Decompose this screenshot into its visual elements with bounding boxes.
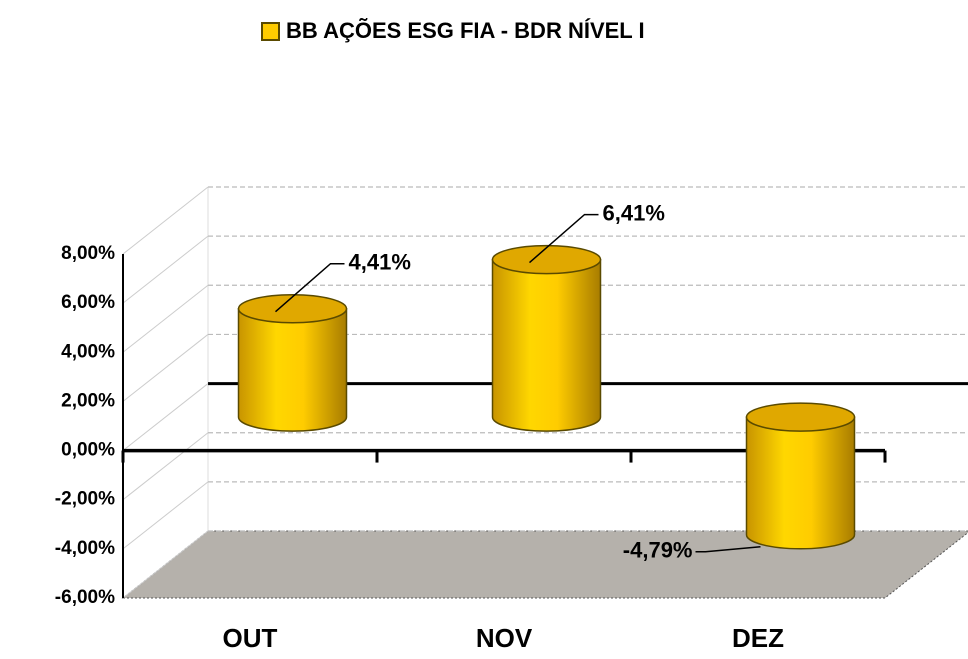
grid-side xyxy=(122,432,209,501)
legend-swatch xyxy=(261,22,280,41)
y-tick-label: 2,00% xyxy=(61,390,115,411)
bar-top xyxy=(237,293,348,324)
x-tick-label: NOV xyxy=(476,623,533,653)
leader-line xyxy=(695,546,761,553)
y-tick-label: -4,00% xyxy=(55,538,115,559)
leader-line xyxy=(529,213,599,264)
y-tick-label: -2,00% xyxy=(55,489,115,510)
bar-top xyxy=(745,402,856,432)
bar xyxy=(745,416,856,550)
value-label: 6,41% xyxy=(603,200,665,225)
grid-side xyxy=(122,481,209,550)
y-tick-label: 8,00% xyxy=(61,243,115,264)
bar-top xyxy=(491,244,602,275)
grid-side xyxy=(122,235,209,304)
leader-line xyxy=(275,262,345,313)
grid-side xyxy=(122,284,209,353)
y-tick-label: 6,00% xyxy=(61,292,115,313)
value-label: -4,79% xyxy=(623,538,693,563)
legend: BB AÇÕES ESG FIA - BDR NÍVEL I xyxy=(261,18,645,43)
y-tick-label: 4,00% xyxy=(61,341,115,362)
x-tick-label: OUT xyxy=(223,623,278,653)
value-label: 4,41% xyxy=(349,250,411,275)
y-tick-label: -6,00% xyxy=(55,587,115,608)
legend-label: BB AÇÕES ESG FIA - BDR NÍVEL I xyxy=(286,18,645,43)
y-tick-label: 0,00% xyxy=(61,440,115,461)
x-tick-label: DEZ xyxy=(732,623,784,653)
grid-side xyxy=(122,334,209,402)
bar xyxy=(491,258,602,432)
grid-side xyxy=(122,186,209,255)
grid-side xyxy=(122,530,209,599)
grid-side xyxy=(122,383,209,451)
bar xyxy=(237,307,348,432)
